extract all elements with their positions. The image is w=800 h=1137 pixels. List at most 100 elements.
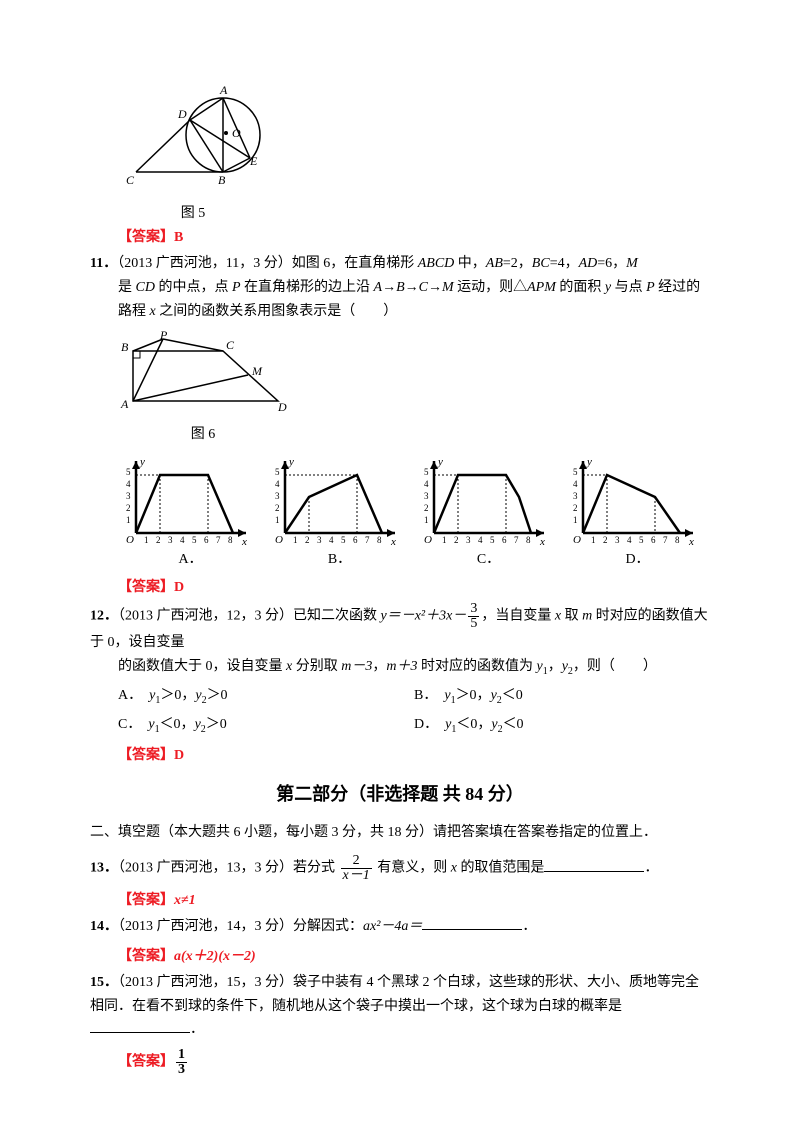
q15-source: （2013 广西河池，15，3 分）	[118, 975, 293, 990]
q14-num: 14．	[90, 919, 118, 934]
q11-eq3: =6，	[597, 256, 626, 271]
svg-text:5: 5	[126, 467, 131, 477]
q12-opt-b: B． y1＞0，y2＜0	[414, 684, 710, 709]
svg-text:1: 1	[573, 515, 578, 525]
svg-text:2: 2	[424, 503, 429, 513]
svg-text:5: 5	[275, 467, 280, 477]
svg-text:7: 7	[514, 535, 519, 545]
svg-text:8: 8	[228, 535, 233, 545]
q13-blank	[544, 857, 644, 872]
q11-CD: CD	[136, 280, 155, 295]
svg-text:1: 1	[293, 535, 298, 545]
svg-text:2: 2	[156, 535, 161, 545]
svg-text:4: 4	[126, 479, 131, 489]
q11-h: 与点	[611, 280, 646, 295]
q13-b: 有意义，则	[374, 861, 451, 876]
svg-text:4: 4	[329, 535, 334, 545]
graph-option-a: O y x 12345 12345678 A．	[118, 453, 263, 568]
svg-text:3: 3	[168, 535, 173, 545]
graph-option-b: O y x 12345 12345678 B．	[267, 453, 412, 568]
gc-O: O	[424, 534, 432, 546]
svg-text:8: 8	[377, 535, 382, 545]
graph-option-d: O y x 12345 12345678 D．	[565, 453, 710, 568]
fig5-D: D	[177, 107, 187, 121]
q13-num: 13．	[90, 861, 118, 876]
q11-M: M	[626, 256, 638, 271]
q12-oa: A．	[118, 688, 135, 703]
question-14: 14．（2013 广西河池，14，3 分）分解因式：ax²－4a＝．	[90, 915, 710, 939]
q12-od: D．	[414, 717, 431, 732]
graph-c-label: C．	[416, 548, 561, 568]
q11-e: 在直角梯形的边上沿	[241, 280, 374, 295]
graph-c-svg: O y x 12345 12345678	[416, 453, 551, 548]
question-15: 15．（2013 广西河池，15，3 分）袋子中装有 4 个黑球 2 个白球，这…	[90, 971, 710, 1042]
gb-y: y	[288, 456, 294, 468]
fig5-svg: O A B C D E	[118, 80, 268, 200]
fig6-B: B	[121, 340, 129, 354]
q12-m2: m＋3	[386, 659, 417, 674]
ga-O: O	[126, 534, 134, 546]
svg-text:3: 3	[424, 491, 429, 501]
ga-x: x	[241, 536, 247, 548]
q11-line2: 是 CD 的中点，点 P 在直角梯形的边上沿 A→B→C→M 运动，则△APM …	[118, 276, 710, 324]
ans15-t: 1	[176, 1048, 187, 1063]
q12-fb: 5	[468, 617, 479, 631]
q12-source: （2013 广西河池，12，3 分）	[118, 609, 293, 624]
ans14-val: a(x＋2)(x－2)	[174, 949, 256, 964]
graph-b-svg: O y x 12345 12345678	[267, 453, 402, 548]
question-11: 11．（2013 广西河池，11，3 分）如图 6，在直角梯形 ABCD 中，A…	[90, 252, 710, 323]
answer-10: 【答案】B	[118, 226, 710, 246]
q12-c: 取	[561, 609, 582, 624]
q13-p: ．	[644, 861, 658, 876]
q12-m1: m－3	[341, 659, 372, 674]
document-page: O A B C D E 图 5 【答案】B 11．（2013 广西河池，11，3…	[0, 0, 800, 1137]
q11-ABCD: ABCD	[418, 256, 455, 271]
answer-15: 【答案】13	[118, 1048, 710, 1077]
q12-g: ，则（ ）	[573, 659, 657, 674]
fig6-P: P	[159, 331, 168, 342]
q11-num: 11．	[90, 256, 117, 271]
q12-oc: C．	[118, 717, 134, 732]
q12-ob: B．	[414, 688, 430, 703]
fig5-C: C	[126, 173, 135, 187]
q11-f: 运动，则△	[454, 280, 528, 295]
svg-text:1: 1	[442, 535, 447, 545]
svg-text:7: 7	[216, 535, 221, 545]
svg-text:4: 4	[478, 535, 483, 545]
fig5-A: A	[219, 83, 228, 97]
svg-text:4: 4	[180, 535, 185, 545]
q15-blank	[90, 1018, 190, 1033]
graph-a-svg: O y x 12345 12345678	[118, 453, 253, 548]
gd-O: O	[573, 534, 581, 546]
svg-text:4: 4	[275, 479, 280, 489]
gc-y: y	[437, 456, 443, 468]
fig5-E: E	[249, 154, 258, 168]
svg-text:8: 8	[526, 535, 531, 545]
q11-AB: AB	[486, 256, 503, 271]
q12-opt-d: D． y1＜0，y2＜0	[414, 713, 710, 738]
svg-text:1: 1	[275, 515, 280, 525]
q11-g: 的面积	[556, 280, 605, 295]
svg-text:6: 6	[651, 535, 656, 545]
q12-f: 时对应的函数值为	[417, 659, 536, 674]
q11-c: 是	[118, 280, 136, 295]
svg-text:2: 2	[275, 503, 280, 513]
answer-13: 【答案】x≠1	[118, 889, 710, 909]
q11-b: 中，	[454, 256, 486, 271]
ans14-lbl: 【答案】	[118, 949, 174, 964]
graph-option-c: O y x 12345 12345678 C．	[416, 453, 561, 568]
svg-text:1: 1	[144, 535, 149, 545]
section-2-header: 二、填空题（本大题共 6 小题，每小题 3 分，共 18 分）请把答案填在答案卷…	[90, 822, 710, 844]
q12-eq: y＝－x²＋3x－	[381, 609, 467, 624]
q11-APM: APM	[527, 280, 556, 295]
q14-blank	[422, 915, 522, 930]
svg-text:8: 8	[675, 535, 680, 545]
svg-text:3: 3	[126, 491, 131, 501]
q11-path: A→B→C→M	[374, 280, 454, 295]
svg-text:4: 4	[573, 479, 578, 489]
q11-a: 如图 6，在直角梯形	[292, 256, 418, 271]
gc-x: x	[539, 536, 545, 548]
svg-text:5: 5	[490, 535, 495, 545]
q11-d: 的中点，点	[155, 280, 232, 295]
q13-a: 若分式	[293, 861, 339, 876]
